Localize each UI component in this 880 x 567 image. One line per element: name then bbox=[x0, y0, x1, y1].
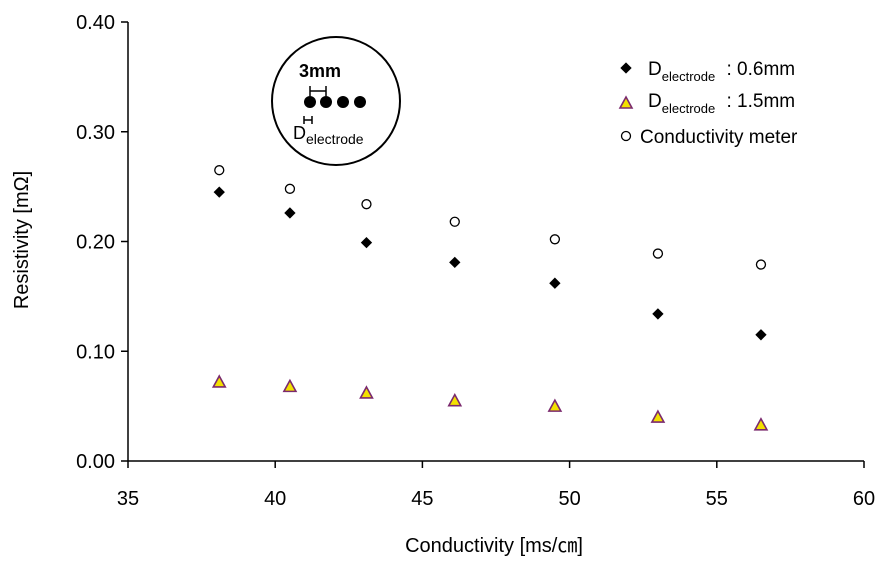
inset-diameter-sub: electrode bbox=[306, 131, 364, 147]
data-point-series-2 bbox=[211, 374, 227, 388]
y-axis-title: Resistivity [mΩ] bbox=[11, 171, 33, 309]
y-tick-label: 0.30 bbox=[76, 122, 115, 144]
data-point-series-1 bbox=[360, 236, 373, 249]
legend: Delectrode : 0.6mm Delectrode : 1.5mm Co… bbox=[618, 59, 798, 148]
data-point-series-3 bbox=[549, 234, 561, 245]
electrode-inset-diagram: 3mm Delectrode bbox=[271, 36, 401, 166]
y-tick-label: 0.40 bbox=[76, 12, 115, 34]
legend-label-1-value: : 0.6mm bbox=[721, 59, 795, 80]
x-tick-label: 50 bbox=[558, 488, 580, 510]
x-tick-label: 60 bbox=[853, 488, 875, 510]
data-point-series-1 bbox=[213, 186, 225, 198]
data-point-series-3 bbox=[652, 248, 664, 259]
x-tick-label: 40 bbox=[264, 488, 286, 510]
data-point-series-2 bbox=[359, 385, 374, 399]
legend-marker-circle bbox=[620, 130, 632, 142]
axis-ticks: 35 40 45 50 55 60 0.00 0.10 0.20 0.30 0.40 bbox=[76, 12, 875, 510]
legend-entry-3: Conductivity meter bbox=[620, 127, 798, 148]
inset-electrode-3 bbox=[337, 96, 349, 108]
svg-text:Delectrode : 1.5mm: Delectrode : 1.5mm bbox=[648, 91, 795, 116]
legend-marker-diamond bbox=[620, 62, 632, 74]
inset-spacing-label: 3mm bbox=[299, 61, 341, 81]
inset-electrode-4 bbox=[354, 96, 366, 108]
inset-electrode-2 bbox=[320, 96, 332, 108]
legend-entry-1: Delectrode : 0.6mm bbox=[620, 59, 795, 84]
legend-label-3: Conductivity meter bbox=[640, 127, 798, 148]
data-point-series-2 bbox=[547, 398, 563, 412]
x-tick-label: 55 bbox=[706, 488, 728, 510]
legend-label-1-main: D bbox=[648, 59, 662, 80]
data-point-series-1 bbox=[549, 277, 561, 289]
plot-axes bbox=[127, 22, 864, 462]
legend-label-1-sub: electrode bbox=[662, 69, 715, 84]
legend-entry-2: Delectrode : 1.5mm bbox=[618, 91, 795, 116]
data-point-series-2 bbox=[753, 417, 769, 431]
svg-text:Delectrode : 0.6mm: Delectrode : 0.6mm bbox=[648, 59, 795, 84]
data-point-series-2 bbox=[650, 409, 666, 423]
y-tick-label: 0.20 bbox=[76, 232, 115, 254]
data-point-series-3 bbox=[284, 183, 296, 194]
data-point-series-3 bbox=[755, 259, 767, 270]
data-point-series-3 bbox=[449, 216, 460, 227]
inset-diameter-bracket bbox=[303, 116, 313, 124]
legend-label-2-sub: electrode bbox=[662, 101, 715, 116]
x-tick-label: 35 bbox=[117, 488, 139, 510]
inset-circle bbox=[271, 36, 401, 166]
data-point-series-3 bbox=[361, 199, 372, 210]
x-axis-title: Conductivity [ms/㎝] bbox=[405, 535, 583, 557]
data-point-series-2 bbox=[447, 392, 463, 407]
y-tick-label: 0.00 bbox=[76, 451, 115, 473]
data-point-series-3 bbox=[214, 165, 225, 176]
inset-electrode-1 bbox=[304, 96, 316, 108]
legend-label-2-main: D bbox=[648, 91, 662, 112]
data-point-series-1 bbox=[652, 308, 664, 320]
y-tick-label: 0.10 bbox=[76, 341, 115, 363]
data-point-series-1 bbox=[284, 207, 296, 219]
data-points bbox=[211, 165, 769, 431]
data-point-series-2 bbox=[282, 378, 298, 393]
inset-spacing-bracket bbox=[309, 86, 327, 96]
data-point-series-1 bbox=[755, 329, 767, 341]
inset-diameter-main: D bbox=[293, 123, 306, 143]
legend-label-2-value: : 1.5mm bbox=[721, 91, 795, 112]
svg-text:Delectrode: Delectrode bbox=[293, 123, 364, 147]
legend-marker-triangle bbox=[618, 95, 634, 109]
x-tick-label: 45 bbox=[411, 488, 433, 510]
data-point-series-1 bbox=[449, 256, 461, 269]
